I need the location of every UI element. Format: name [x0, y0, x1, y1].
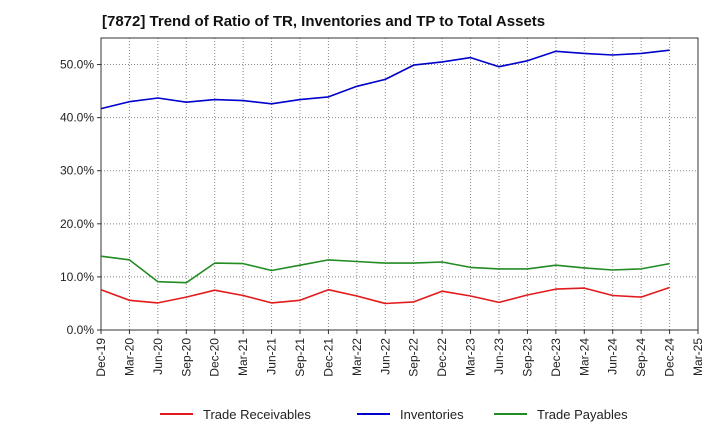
- legend: Trade Receivables Inventories Trade Payabl…: [160, 407, 628, 422]
- x-tick-label: Jun-22: [378, 338, 392, 375]
- x-tick-label: Sep-23: [520, 338, 534, 377]
- x-tick-label: Dec-19: [94, 338, 108, 377]
- series-line-trade-receivables: [100, 286, 670, 305]
- x-tick-label: Mar-21: [236, 338, 250, 376]
- x-tick-label: Dec-20: [208, 338, 222, 377]
- x-tick-label: Sep-21: [293, 338, 307, 377]
- series-line-inventories: [100, 49, 670, 110]
- grid-layer: [101, 38, 698, 330]
- series-layer: [100, 49, 670, 305]
- legend-label-trade-receivables: Trade Receivables: [203, 407, 311, 422]
- series-line-trade-payables: [100, 255, 670, 284]
- y-tick-label: 0.0%: [67, 323, 95, 337]
- x-tick-label: Mar-22: [350, 338, 364, 376]
- plot-frame: [100, 37, 699, 331]
- x-tick-label: Mar-20: [122, 338, 136, 376]
- x-tick-label: Mar-25: [691, 338, 705, 376]
- x-tick-label: Mar-24: [577, 338, 591, 376]
- y-tick-label: 30.0%: [60, 164, 94, 178]
- x-tick-label: Sep-24: [634, 338, 648, 377]
- x-tick-label: Sep-20: [179, 338, 193, 377]
- y-tick-label: 50.0%: [60, 58, 94, 72]
- x-tick-label: Jun-21: [265, 338, 279, 375]
- legend-label-inventories: Inventories: [400, 407, 464, 422]
- x-tick-label: Dec-24: [663, 338, 677, 377]
- x-tick-label: Jun-24: [606, 338, 620, 375]
- legend-label-trade-payables: Trade Payables: [537, 407, 628, 422]
- x-tick-label: Dec-22: [435, 338, 449, 377]
- x-tick-label: Mar-23: [464, 338, 478, 376]
- chart-title: [7872] Trend of Ratio of TR, Inventories…: [102, 13, 546, 30]
- y-tick-label: 20.0%: [60, 217, 94, 231]
- x-tick-label: Sep-22: [407, 338, 421, 377]
- x-tick-label: Dec-23: [549, 338, 563, 377]
- y-tick-label: 40.0%: [60, 111, 94, 125]
- axis-layer: 0.0% 10.0% 20.0% 30.0% 40.0% 50.0% Dec-19 Mar-2…: [60, 37, 705, 377]
- x-tick-label: Jun-20: [151, 338, 165, 375]
- x-tick-label: Dec-21: [321, 338, 335, 377]
- y-tick-label: 10.0%: [60, 270, 94, 284]
- x-tick-label: Jun-23: [492, 338, 506, 375]
